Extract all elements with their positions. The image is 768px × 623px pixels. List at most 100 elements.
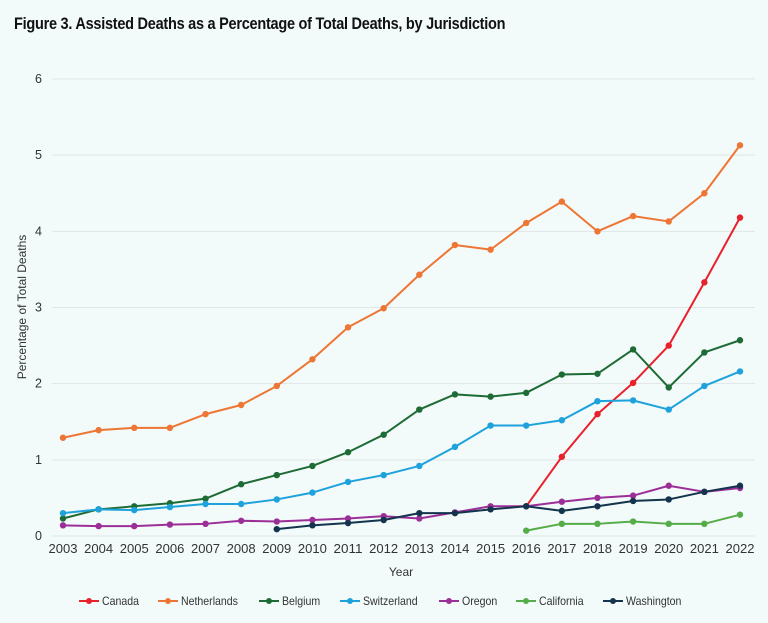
data-point bbox=[594, 494, 601, 502]
x-tick-label: 2009 bbox=[262, 542, 291, 556]
data-point bbox=[309, 522, 316, 529]
data-point bbox=[487, 393, 494, 400]
data-point bbox=[309, 462, 316, 470]
legend-item-belgium[interactable]: Belgium bbox=[259, 594, 325, 608]
data-point bbox=[487, 246, 494, 253]
data-point bbox=[237, 401, 245, 409]
data-point bbox=[131, 424, 138, 432]
x-tick-label: 2022 bbox=[726, 542, 755, 556]
data-point bbox=[665, 520, 672, 528]
data-point bbox=[380, 431, 387, 438]
y-tick-label: 4 bbox=[35, 224, 42, 238]
data-point bbox=[629, 212, 637, 220]
data-point bbox=[237, 500, 245, 508]
series-canada bbox=[523, 214, 744, 510]
data-point bbox=[701, 520, 708, 528]
legend-label: Canada bbox=[101, 594, 139, 608]
x-tick-label: 2008 bbox=[227, 542, 256, 556]
y-tick-label: 6 bbox=[35, 72, 42, 86]
x-tick-label: 2006 bbox=[155, 542, 184, 556]
series-netherlands bbox=[59, 142, 744, 441]
legend-item-washington[interactable]: Washington bbox=[603, 594, 689, 608]
x-tick-label: 2012 bbox=[369, 542, 398, 556]
x-tick-label: 2017 bbox=[547, 542, 576, 556]
data-point bbox=[558, 198, 566, 205]
legend-label: California bbox=[538, 594, 584, 608]
data-point bbox=[166, 503, 174, 511]
data-point bbox=[594, 370, 601, 377]
y-axis-ticks: 0 1 2 3 4 5 6 bbox=[35, 72, 42, 543]
data-point bbox=[629, 492, 637, 499]
data-point bbox=[59, 515, 67, 522]
data-point bbox=[701, 488, 708, 496]
data-point bbox=[701, 349, 708, 356]
data-point bbox=[131, 506, 138, 514]
series-switzerland bbox=[59, 368, 744, 517]
data-point bbox=[344, 449, 352, 456]
data-point bbox=[344, 324, 352, 331]
legend-item-netherlands[interactable]: Netherlands bbox=[157, 594, 246, 608]
x-axis-ticks: 2003 2004 2005 2006 2007 2008 2009 2010 2011 2012… bbox=[49, 542, 755, 556]
data-point bbox=[416, 462, 423, 470]
y-tick-label: 2 bbox=[35, 377, 42, 391]
data-point bbox=[380, 305, 387, 312]
data-point bbox=[309, 489, 316, 496]
data-point bbox=[594, 503, 601, 510]
series-line bbox=[62, 144, 741, 439]
data-point bbox=[665, 384, 672, 391]
series-line bbox=[62, 339, 741, 520]
y-tick-label: 5 bbox=[35, 148, 42, 162]
x-tick-label: 2018 bbox=[583, 542, 612, 556]
series-line bbox=[276, 484, 741, 531]
legend-marker-icon bbox=[438, 596, 459, 606]
series-line bbox=[62, 484, 741, 528]
data-point bbox=[95, 426, 102, 434]
data-point bbox=[237, 481, 245, 488]
x-tick-label: 2016 bbox=[512, 542, 541, 556]
x-tick-label: 2014 bbox=[440, 542, 469, 556]
data-point bbox=[736, 511, 744, 518]
data-point bbox=[344, 478, 352, 486]
data-point bbox=[380, 471, 387, 479]
data-point bbox=[558, 498, 566, 505]
x-tick-label: 2021 bbox=[690, 542, 719, 556]
data-point bbox=[237, 517, 245, 524]
data-point bbox=[558, 520, 566, 528]
data-point bbox=[416, 509, 423, 517]
data-point bbox=[594, 410, 601, 418]
legend-item-switzerland[interactable]: Switzerland bbox=[339, 594, 425, 608]
legend-marker-icon bbox=[157, 596, 178, 606]
x-tick-label: 2005 bbox=[120, 542, 149, 556]
data-point bbox=[665, 496, 672, 503]
legend-item-california[interactable]: California bbox=[515, 594, 590, 608]
data-point bbox=[416, 515, 423, 522]
data-point bbox=[166, 521, 174, 528]
data-point bbox=[202, 520, 209, 528]
data-point bbox=[487, 506, 494, 513]
data-point bbox=[487, 422, 494, 429]
data-point bbox=[451, 391, 459, 398]
x-tick-label: 2011 bbox=[334, 542, 363, 556]
legend-item-oregon[interactable]: Oregon bbox=[438, 594, 502, 608]
data-point bbox=[59, 522, 67, 529]
data-point bbox=[309, 516, 316, 524]
data-point bbox=[416, 406, 423, 413]
data-point bbox=[451, 509, 459, 517]
x-axis-title: Year bbox=[389, 565, 413, 579]
data-point bbox=[273, 518, 280, 525]
legend-marker-icon bbox=[339, 596, 360, 606]
data-point bbox=[344, 519, 352, 527]
legend-item-canada[interactable]: Canada bbox=[78, 594, 144, 608]
y-axis-title: Percentage of Total Deaths bbox=[15, 235, 29, 380]
data-point bbox=[665, 406, 672, 413]
data-point bbox=[558, 371, 566, 378]
x-tick-label: 2003 bbox=[49, 542, 78, 556]
legend-label: Netherlands bbox=[180, 594, 238, 608]
y-tick-label: 3 bbox=[35, 301, 42, 315]
data-point bbox=[202, 495, 209, 502]
data-point bbox=[701, 382, 708, 390]
series-washington bbox=[273, 482, 744, 533]
data-point bbox=[202, 410, 209, 418]
legend-marker-icon bbox=[78, 596, 99, 606]
